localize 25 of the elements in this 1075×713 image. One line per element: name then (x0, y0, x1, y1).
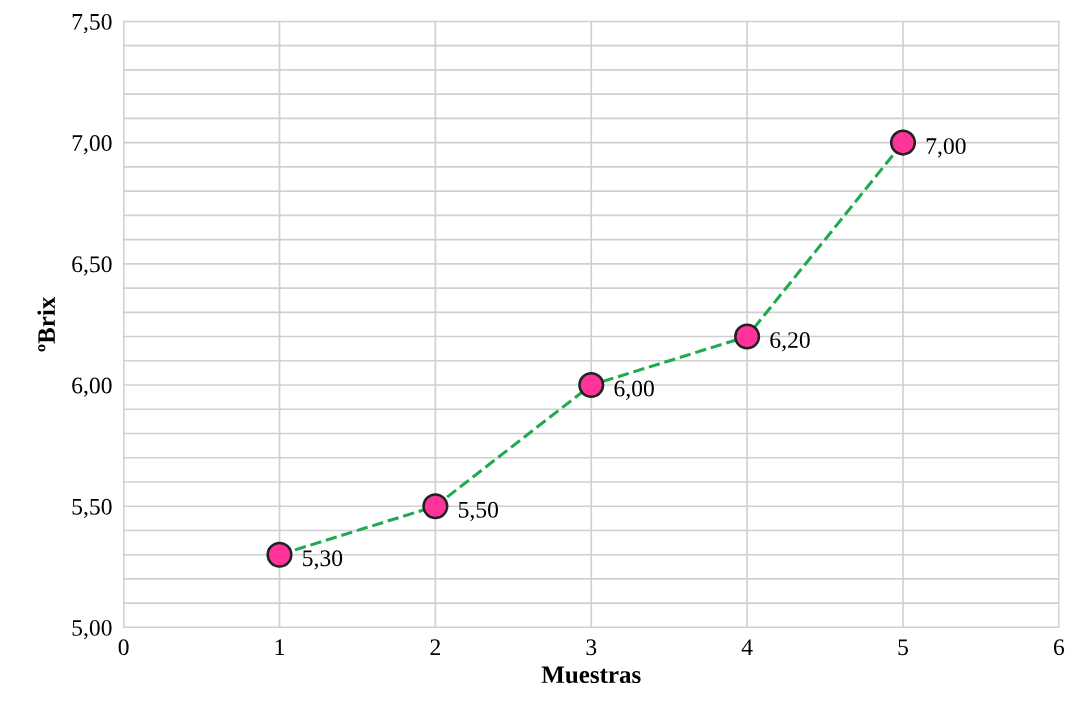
point (422, 493, 449, 520)
x-tick-label: 4 (741, 639, 753, 655)
x-tick-label: 3 (586, 639, 597, 656)
data-label: 7,00 (926, 138, 966, 158)
y-tick-label: 5,00 (72, 619, 112, 640)
x-tick-label: 2 (430, 639, 440, 655)
data-label: 6,20 (770, 332, 810, 352)
point (734, 323, 761, 350)
y-tick-label: 6,50 (72, 256, 112, 276)
y-tick-label: 7,50 (72, 13, 112, 34)
x-tick-label: 1 (275, 639, 284, 655)
x-tick-label: 6 (1053, 639, 1065, 656)
data-label: 5,30 (303, 550, 343, 570)
data-label: 6,00 (614, 380, 654, 400)
y-tick-label: 7,00 (72, 135, 112, 155)
data-label: 5,50 (458, 501, 499, 522)
point (889, 129, 917, 156)
x-tick-label: 0 (118, 639, 129, 656)
x-axis-title: Muestras (541, 666, 641, 684)
y-axis-title: ºBrix (37, 296, 55, 352)
y-tick-label: 6,00 (72, 377, 112, 397)
x-tick-label: 5 (898, 639, 908, 656)
point (578, 371, 605, 399)
point (266, 541, 293, 568)
y-tick-label: 5,50 (72, 498, 112, 519)
